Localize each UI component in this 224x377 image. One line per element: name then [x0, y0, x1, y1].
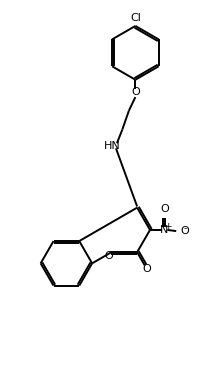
Text: -: - [184, 224, 187, 233]
Text: O: O [131, 87, 140, 97]
Text: Cl: Cl [130, 13, 141, 23]
Text: +: + [164, 222, 172, 231]
Text: HN: HN [103, 141, 120, 151]
Text: O: O [105, 251, 113, 261]
Text: N: N [160, 225, 169, 235]
Text: O: O [160, 204, 169, 215]
Text: O: O [180, 226, 189, 236]
Text: O: O [142, 264, 151, 274]
